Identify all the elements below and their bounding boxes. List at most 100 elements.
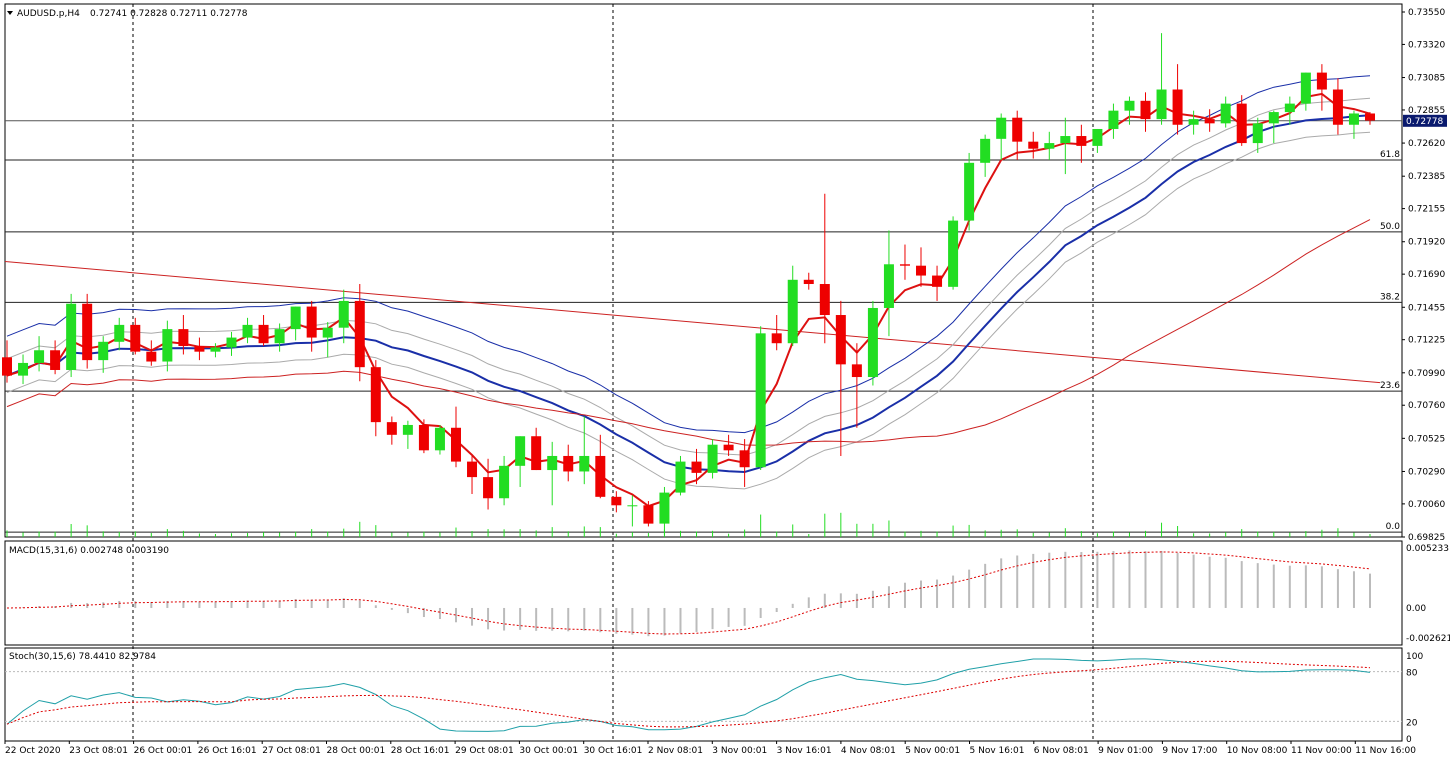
price-tick-label: 0.70990: [1408, 369, 1445, 379]
candles[interactable]: [2, 33, 1375, 535]
candle-body: [547, 455, 558, 471]
candle: [450, 406, 461, 468]
candle-body: [418, 424, 429, 451]
candle: [114, 317, 125, 351]
candle-body: [1076, 136, 1087, 146]
candle-body: [2, 357, 12, 376]
candle-body: [178, 329, 189, 347]
price-tick-label: 0.72855: [1408, 106, 1445, 116]
candle: [755, 326, 766, 471]
candle-body: [338, 300, 349, 328]
candle: [50, 340, 61, 375]
candle: [980, 134, 991, 177]
candle: [338, 289, 349, 344]
volume-bars: [6, 512, 1371, 537]
candle-body: [18, 362, 29, 376]
envelope-lower: [6, 131, 1371, 490]
candle: [611, 491, 622, 513]
time-tick-label: 9 Nov 01:00: [1098, 746, 1153, 756]
time-tick-label: 11 Nov 00:00: [1291, 746, 1352, 756]
candle-body: [258, 324, 269, 344]
price-tick-label: 0.73085: [1408, 74, 1445, 84]
candle: [787, 265, 798, 347]
candle-body: [1156, 89, 1167, 120]
candle-body: [354, 300, 365, 368]
candle: [595, 434, 606, 499]
candle: [1204, 109, 1215, 132]
candle: [258, 315, 269, 347]
macd-label: MACD(15,31,6) 0.002748 0.003190: [9, 546, 169, 556]
price-tick-label: 0.71690: [1408, 270, 1445, 280]
candle-body: [563, 455, 574, 472]
price-tick-label: 0.70760: [1408, 401, 1445, 411]
current-price-box: [1403, 114, 1447, 127]
candle-body: [1268, 112, 1279, 124]
candle: [771, 315, 782, 351]
candle-body: [1236, 103, 1247, 144]
candle: [162, 320, 173, 372]
candle: [370, 360, 381, 437]
candle: [1044, 131, 1055, 160]
candle: [402, 420, 413, 449]
candle-body: [66, 303, 77, 370]
candle-body: [1300, 72, 1311, 104]
candle: [803, 272, 814, 290]
candle-body: [1172, 89, 1183, 125]
candle-body: [82, 303, 93, 361]
candle-body: [370, 367, 381, 423]
main-panel-frame: [4, 3, 1403, 538]
candle: [579, 416, 590, 485]
candle: [226, 331, 237, 356]
fib-label-0: 61.8: [1380, 150, 1400, 160]
candle-body: [1348, 113, 1359, 125]
candle-body: [579, 455, 590, 472]
candle: [932, 265, 943, 301]
candle: [883, 230, 894, 337]
candle-body: [964, 162, 975, 221]
candle-body: [1188, 119, 1199, 125]
candle: [1012, 110, 1023, 160]
time-tick-label: 5 Nov 16:01: [970, 746, 1025, 756]
time-tick-label: 2 Nov 08:01: [648, 746, 703, 756]
menu-triangle-icon[interactable]: [7, 11, 13, 15]
candle-body: [434, 427, 445, 451]
candle-body: [226, 337, 237, 348]
candle-body: [691, 461, 702, 473]
candle-body: [1124, 100, 1135, 111]
candle: [691, 448, 702, 485]
envelope-upper: [6, 97, 1371, 456]
candle-body: [98, 341, 109, 361]
macd-tick-label: 0.00: [1406, 604, 1426, 614]
candle-body: [1204, 119, 1215, 124]
ma-mid-line: [6, 114, 1371, 474]
candle: [835, 300, 846, 456]
candle: [1108, 103, 1119, 139]
candle-body: [996, 117, 1007, 139]
candle: [515, 436, 526, 487]
candle-body: [483, 477, 494, 499]
candle: [1268, 110, 1279, 144]
candle-body: [1365, 113, 1375, 121]
stoch-tick-label: 100: [1406, 652, 1423, 662]
trendline: [4, 260, 1381, 384]
candle-body: [50, 350, 61, 370]
candle-body: [932, 275, 943, 287]
price-tick-label: 0.71455: [1408, 303, 1445, 313]
time-tick-label: 22 Oct 2020: [5, 746, 61, 756]
candle-body: [1316, 72, 1327, 90]
candle-body: [34, 350, 45, 363]
candle-body: [210, 347, 221, 352]
time-tick-label: 26 Oct 00:01: [134, 746, 193, 756]
fib-label-2: 38.2: [1380, 292, 1400, 302]
candle: [1060, 117, 1071, 175]
price-tick-label: 0.72620: [1408, 139, 1445, 149]
candle-body: [723, 444, 734, 451]
candle: [418, 419, 429, 454]
candle: [1252, 117, 1263, 153]
candle: [306, 300, 317, 352]
candle-body: [1028, 141, 1039, 149]
time-tick-label: 23 Oct 08:01: [69, 746, 128, 756]
candle-body: [467, 461, 478, 478]
candle: [242, 317, 253, 344]
